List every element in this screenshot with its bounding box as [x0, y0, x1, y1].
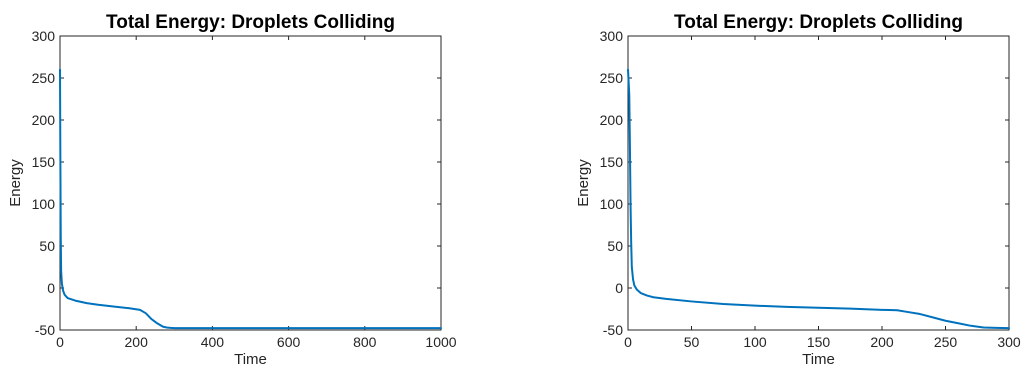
x-tick-label: 150	[807, 334, 831, 350]
y-tick-label: -50	[603, 322, 623, 338]
y-tick-label: 0	[47, 280, 55, 296]
y-tick-label: 100	[32, 196, 56, 212]
x-tick-label: 0	[56, 334, 64, 350]
x-tick-label: 100	[743, 334, 767, 350]
x-tick-label: 1000	[425, 334, 456, 350]
x-tick-label: 50	[684, 334, 700, 350]
y-tick-label: 50	[607, 238, 623, 254]
y-tick-label: 300	[32, 28, 56, 44]
y-tick-label: 300	[600, 28, 624, 44]
y-tick-label: 150	[32, 154, 56, 170]
x-tick-label: 300	[997, 334, 1021, 350]
x-tick-label: 200	[870, 334, 894, 350]
y-axis-label: Energy	[575, 159, 592, 207]
chart-title: Total Energy: Droplets Colliding	[106, 12, 395, 33]
x-tick-label: 800	[353, 334, 377, 350]
series-line	[627, 68, 1010, 330]
y-tick-label: 200	[32, 112, 56, 128]
x-tick-label: 600	[277, 334, 301, 350]
plot-frame	[627, 35, 1010, 331]
x-axis-label: Time	[802, 351, 835, 368]
x-tick-label: 0	[624, 334, 632, 350]
y-tick-label: 250	[600, 70, 624, 86]
y-tick-label: -50	[35, 322, 55, 338]
chart-title: Total Energy: Droplets Colliding	[674, 12, 963, 33]
x-axis-label: Time	[234, 351, 267, 368]
y-axis-label: Energy	[7, 159, 24, 207]
y-tick-label: 100	[600, 196, 624, 212]
chart-2: 0 50 100 150 200 250 300-50050100150200250300T…	[575, 12, 1021, 368]
x-tick-label: 400	[201, 334, 225, 350]
chart-1: 0 200 400 600 800 1000-50050100150200250300To…	[7, 12, 457, 368]
plot-frame	[59, 35, 442, 331]
y-tick-label: 0	[615, 280, 623, 296]
series-line	[59, 68, 442, 330]
y-tick-label: 150	[600, 154, 624, 170]
x-tick-label: 250	[934, 334, 958, 350]
x-tick-label: 200	[125, 334, 149, 350]
y-tick-label: 250	[32, 70, 56, 86]
y-tick-label: 50	[39, 238, 55, 254]
y-tick-label: 200	[600, 112, 624, 128]
